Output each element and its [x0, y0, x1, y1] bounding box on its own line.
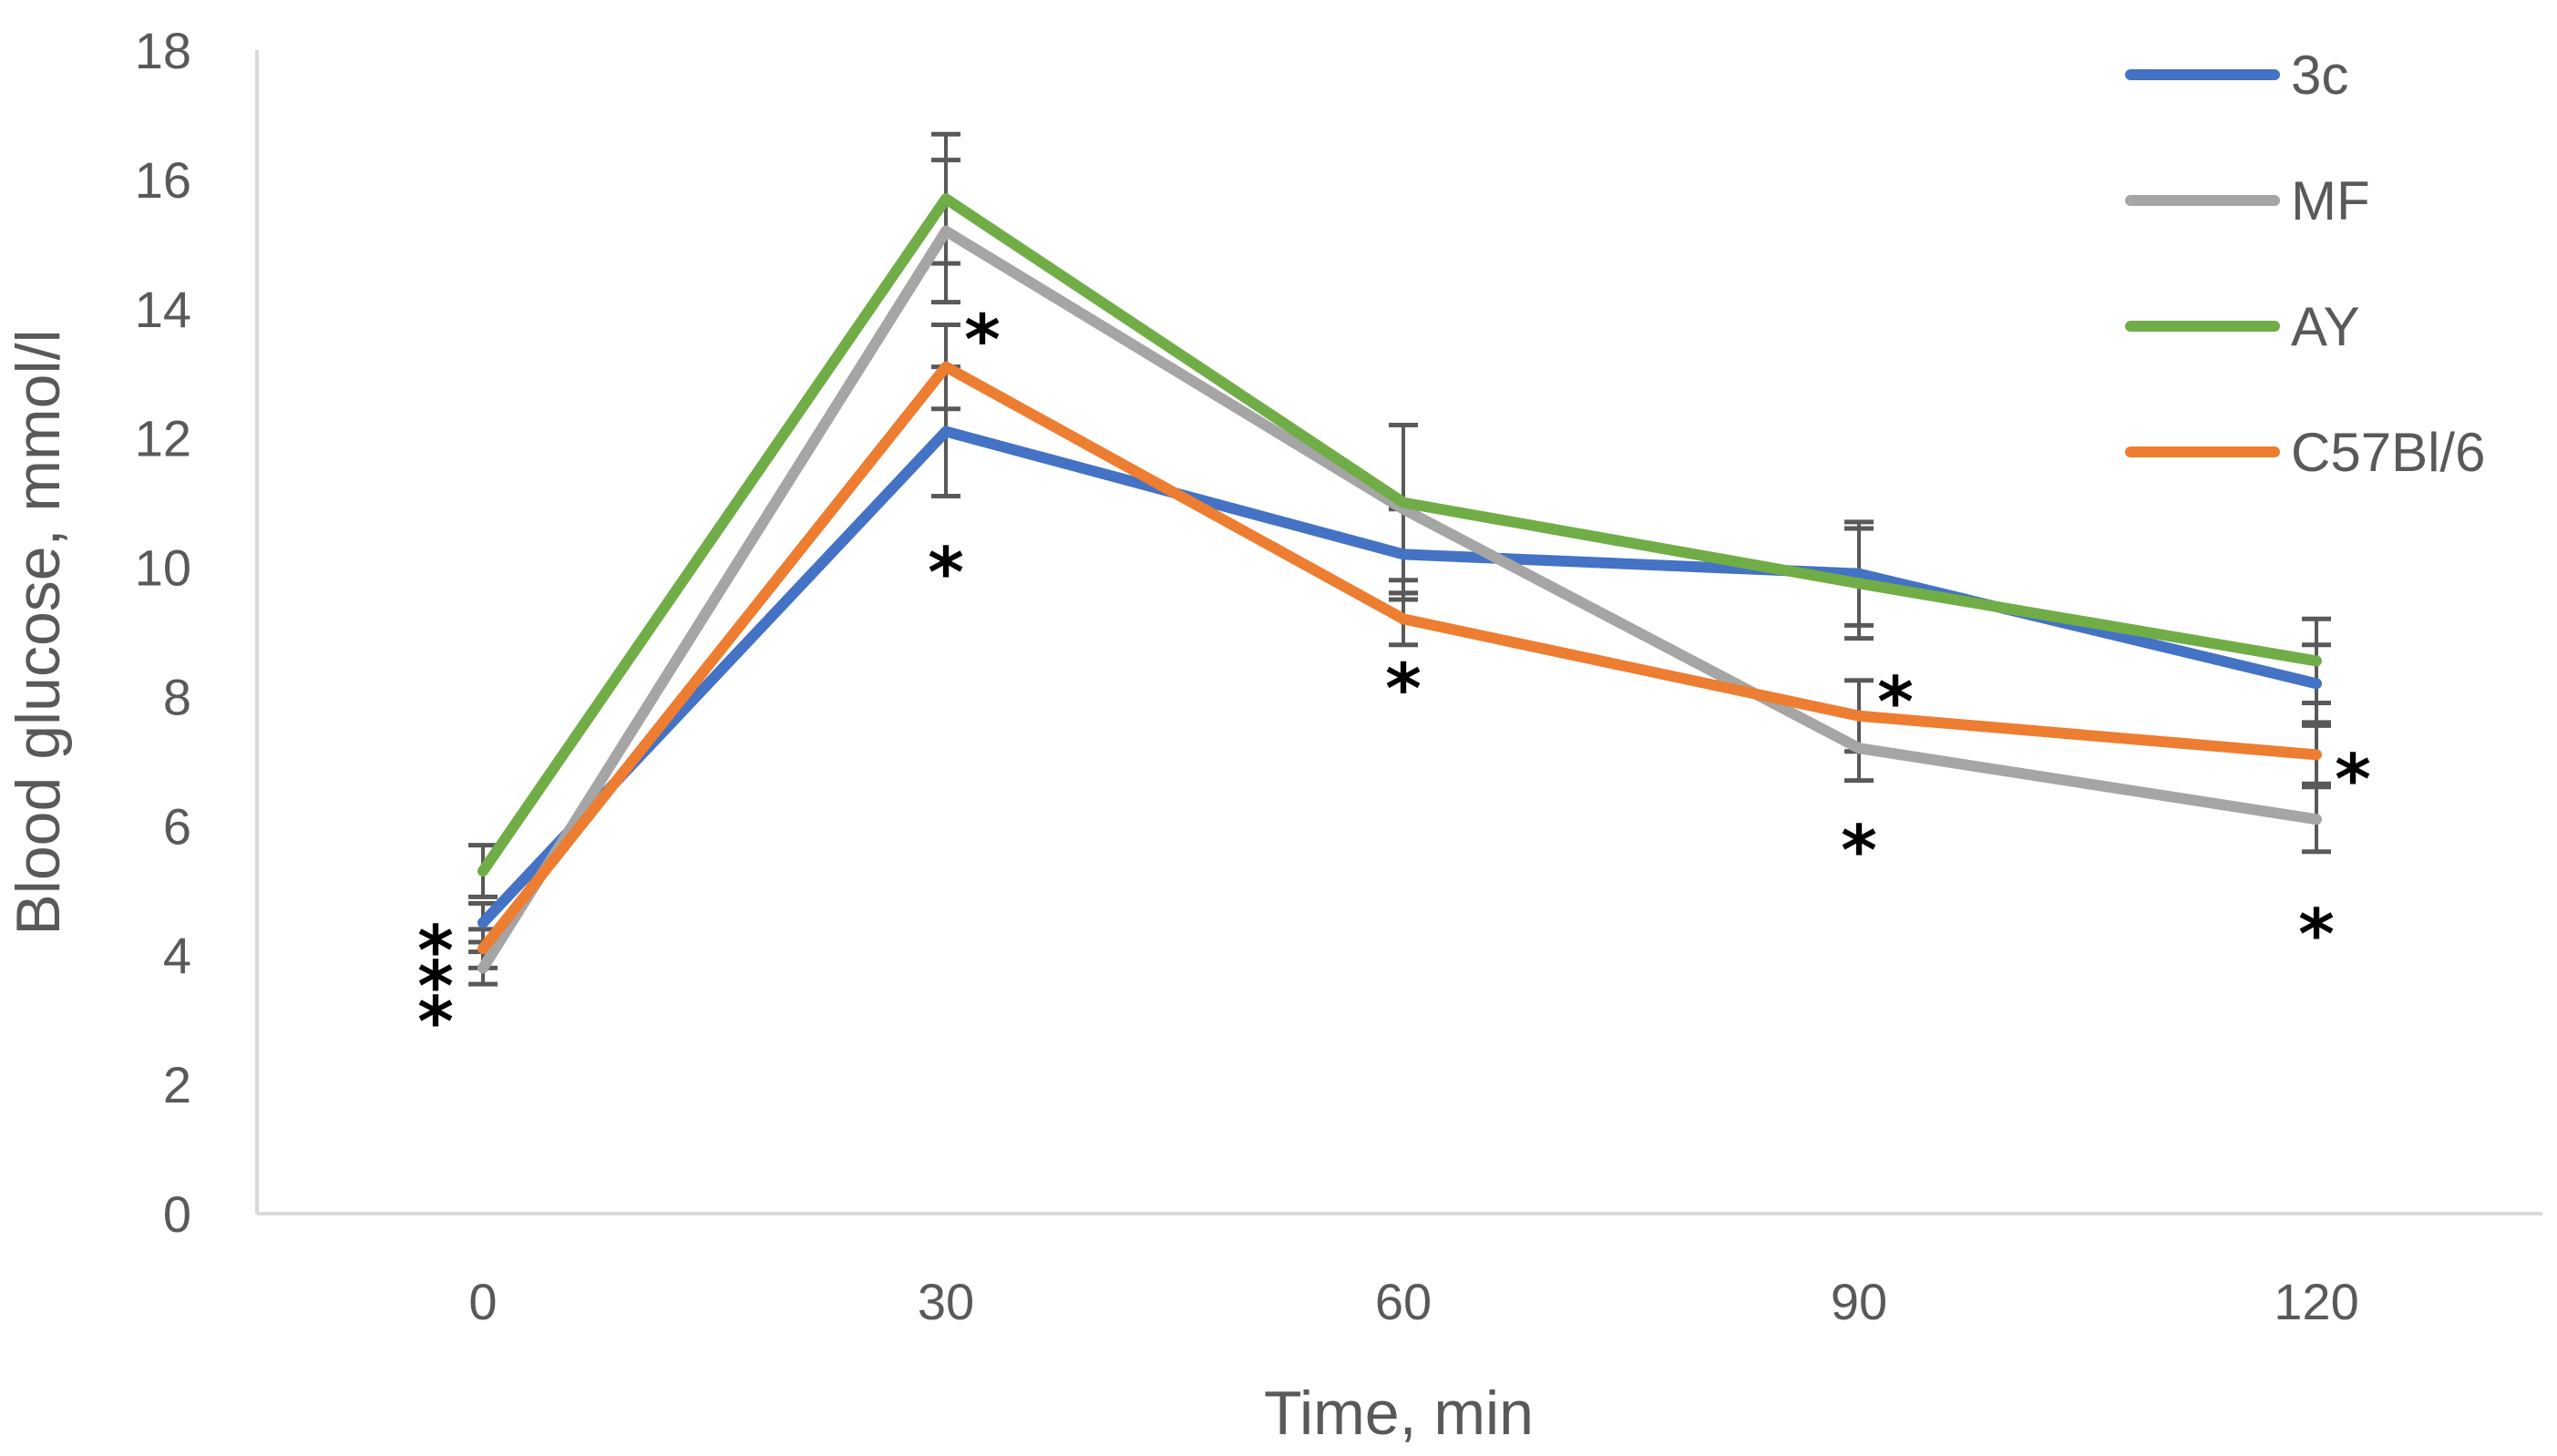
significance-mark: *: [417, 945, 454, 1026]
x-tick-label: 120: [2274, 1273, 2358, 1330]
y-tick-label: 4: [163, 927, 191, 984]
y-tick-label: 8: [163, 668, 191, 725]
y-tick-label: 10: [135, 539, 191, 597]
y-tick-label: 18: [135, 22, 191, 79]
y-tick-label: 0: [163, 1185, 191, 1243]
y-tick-label: 2: [163, 1056, 191, 1113]
series-line-ay: [478, 193, 2322, 877]
legend-label: 3c: [2291, 45, 2348, 106]
legend-item: C57Bl/6: [2125, 422, 2485, 483]
x-tick-label: 30: [918, 1273, 974, 1330]
y-tick-labels: 0 2 4 6 8 10 12 14 16 18: [135, 22, 191, 1243]
significance-mark: *: [964, 299, 1001, 380]
significance-mark: *: [2298, 894, 2335, 975]
x-tick-labels: 0 30 60 90 120: [468, 1273, 2358, 1330]
significance-mark: *: [1385, 648, 1422, 729]
x-tick-label: 90: [1831, 1273, 1887, 1330]
y-axis-title: Blood glucose, mmol/l: [4, 329, 73, 935]
significance-mark: *: [928, 531, 964, 612]
legend-item: 3c: [2125, 45, 2348, 106]
y-tick-label: 6: [163, 797, 191, 855]
legend: 3c MF AY C57Bl/6: [2125, 45, 2485, 483]
series-line-c57bl-6: [478, 361, 2322, 955]
significance-marks: ****** ****: [417, 299, 2371, 1061]
y-tick-label: 14: [135, 281, 191, 338]
axes: [255, 50, 2542, 1215]
y-tick-label: 12: [135, 410, 191, 467]
legend-label: MF: [2291, 170, 2370, 231]
y-tick-label: 16: [135, 151, 191, 209]
error-bars: [468, 131, 2331, 987]
x-axis-title: Time, min: [1264, 1379, 1534, 1448]
significance-mark: *: [417, 980, 454, 1061]
series-line-mf: [478, 225, 2322, 974]
significance-mark: *: [1841, 809, 1877, 890]
legend-item: MF: [2125, 170, 2370, 231]
significance-mark: *: [1877, 661, 1914, 742]
significance-mark: *: [417, 909, 454, 990]
series-lines: [478, 193, 2322, 974]
x-tick-label: 60: [1375, 1273, 1432, 1330]
legend-label: AY: [2291, 296, 2360, 357]
legend-label: C57Bl/6: [2291, 422, 2485, 483]
significance-mark: *: [2335, 738, 2371, 819]
legend-item: AY: [2125, 296, 2360, 357]
x-tick-label: 0: [468, 1273, 497, 1330]
